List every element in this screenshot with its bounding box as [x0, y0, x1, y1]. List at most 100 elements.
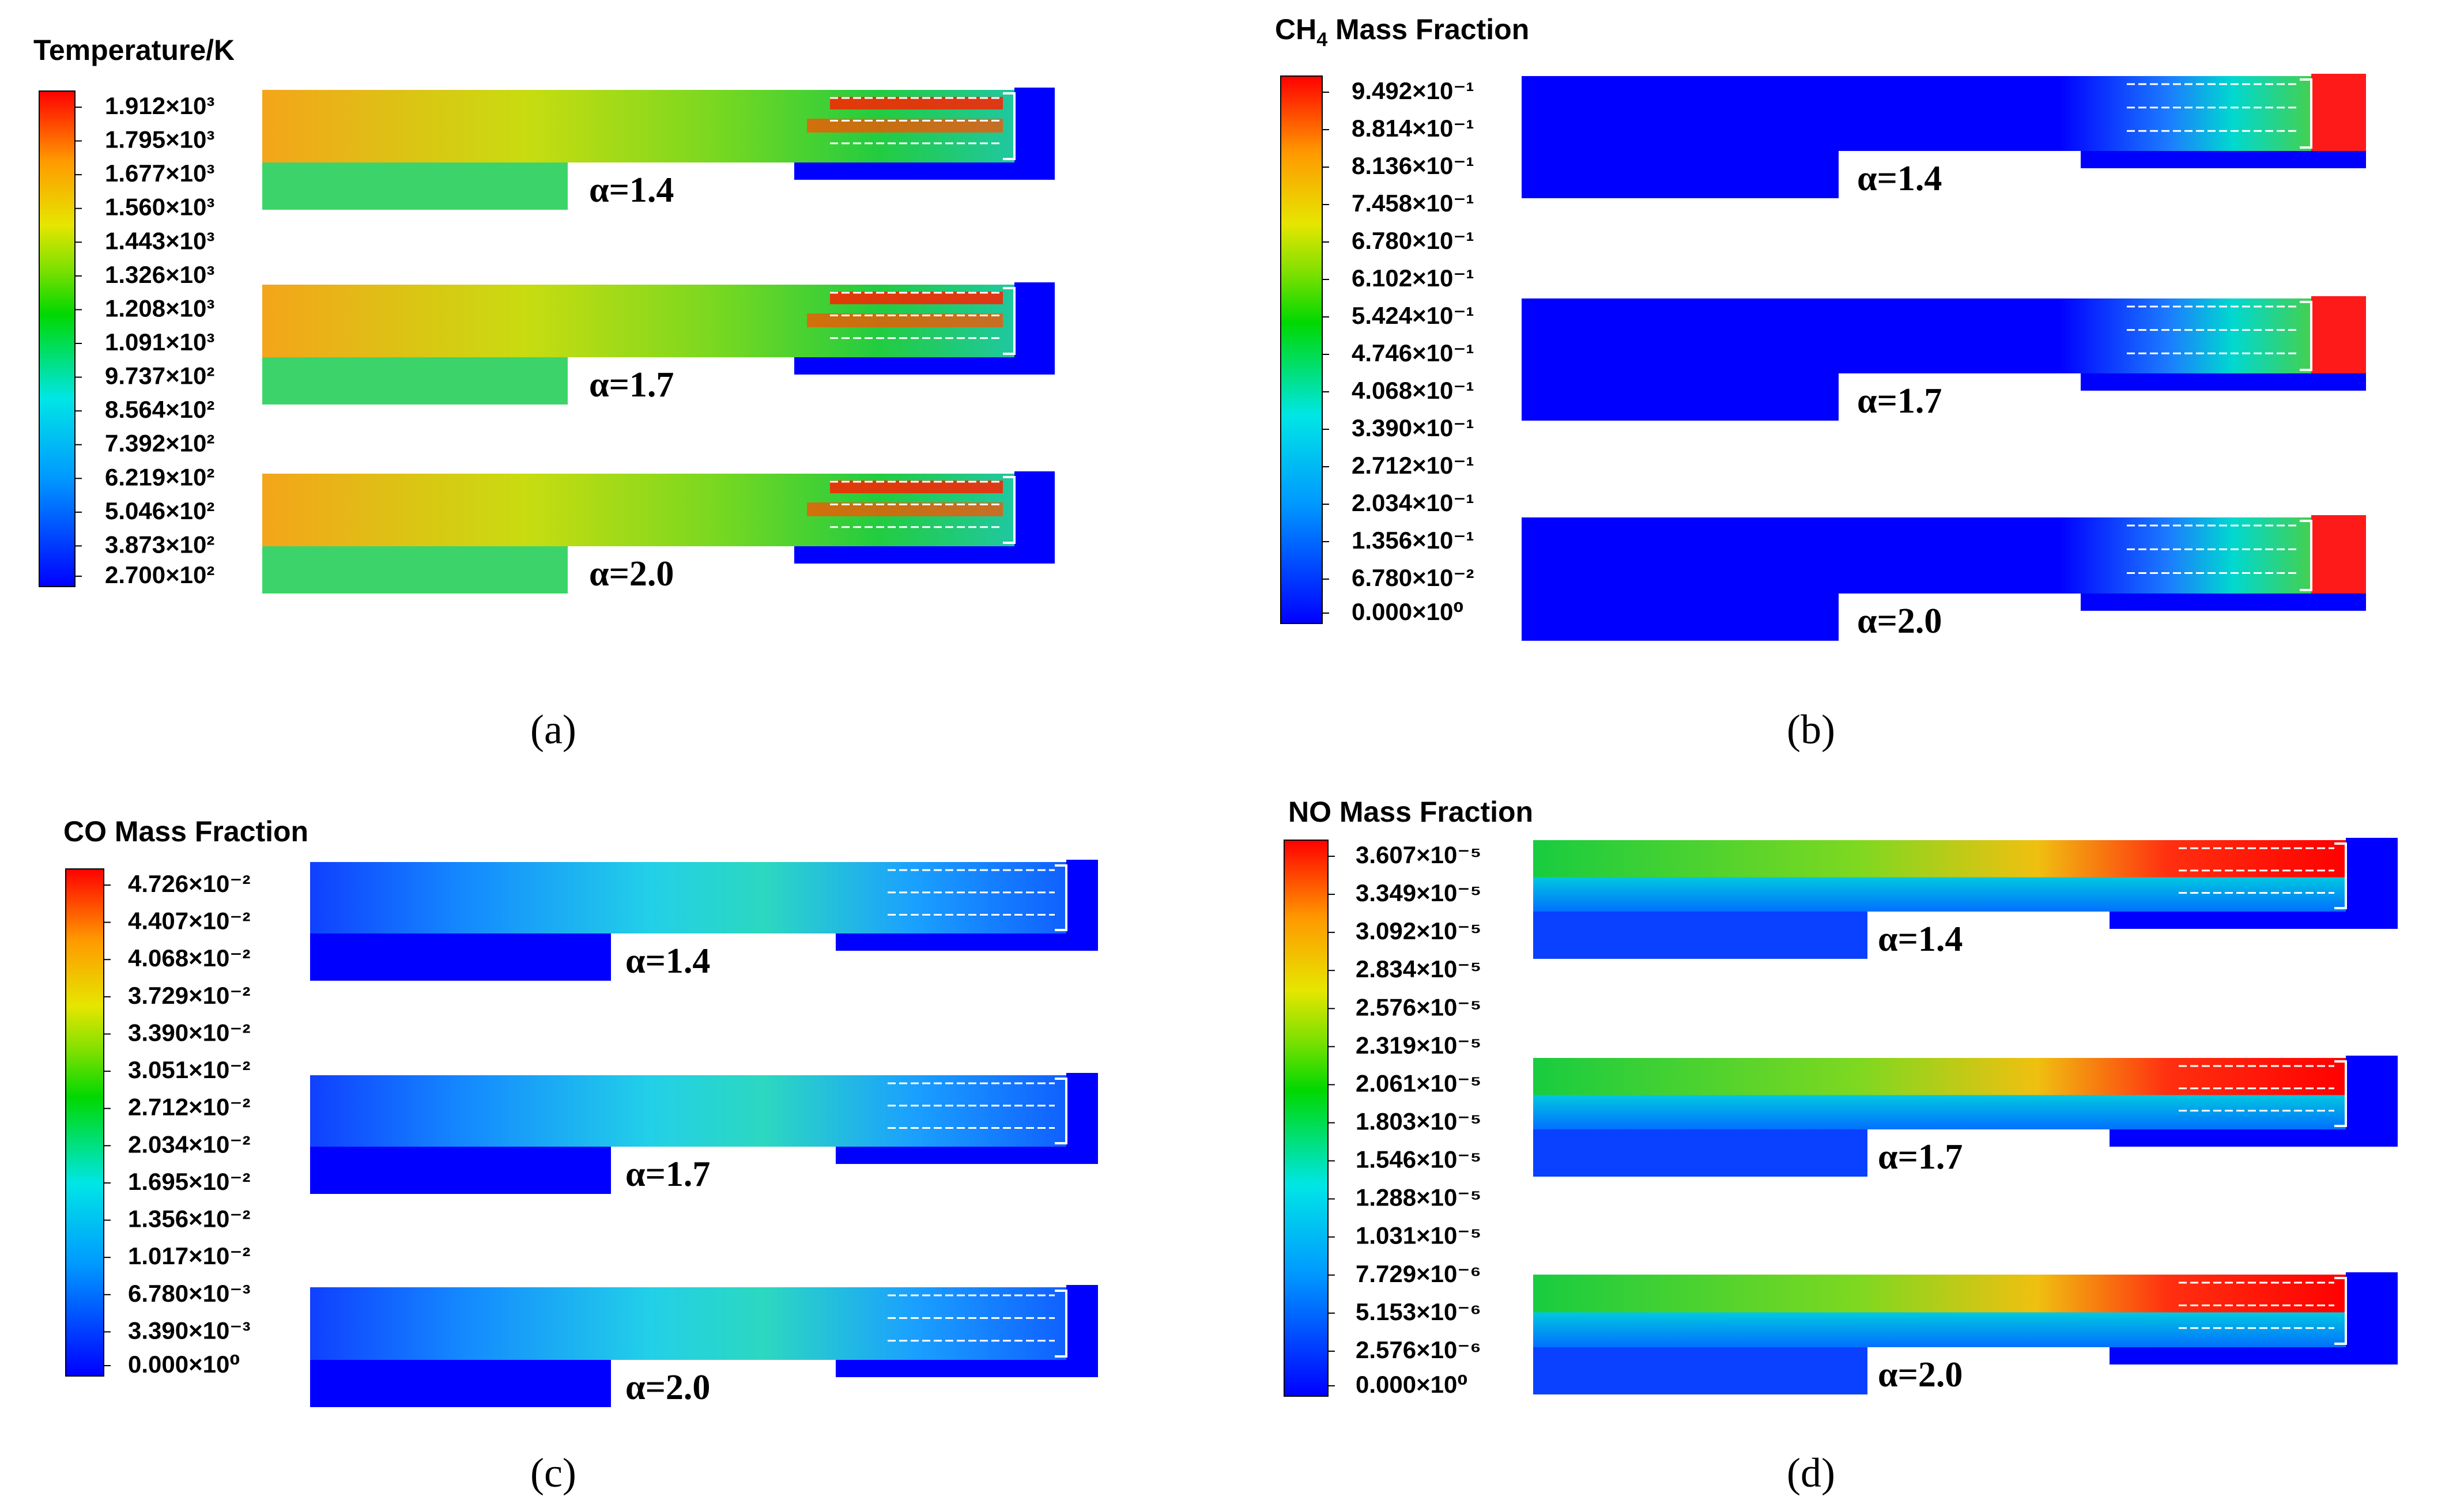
legend-title: NO Mass Fraction [1288, 796, 1533, 828]
case-1-field [310, 860, 1098, 981]
swirler-outline [2334, 842, 2347, 909]
swirler-outline [1003, 287, 1016, 355]
case-2-field [1533, 1056, 2398, 1177]
field-step [2110, 1129, 2398, 1147]
field-step [2081, 594, 2366, 611]
swirler-outline [2300, 520, 2312, 591]
field-head [1014, 282, 1055, 357]
field-lower [262, 546, 568, 594]
field-step [2110, 1347, 2398, 1364]
field-lower [310, 1147, 611, 1194]
colorbar-tick-label: 0.000×10⁰ [1356, 1371, 1468, 1398]
panel-label: (d) [1787, 1450, 1835, 1496]
field-step [794, 546, 1055, 564]
field-head [1066, 1285, 1098, 1360]
colorbar-tick-label: 5.153×10⁻⁶ [1356, 1298, 1481, 1325]
colorbar-tick-label: 2.576×10⁻⁶ [1356, 1336, 1481, 1363]
case-label: α=1.4 [589, 171, 674, 210]
colorbar-tick-label: 1.443×10³ [105, 227, 214, 254]
colorbar-tick-label: 4.726×10⁻² [128, 870, 251, 897]
field-lower [262, 162, 568, 210]
colorbar-tick-label: 1.288×10⁻⁵ [1356, 1184, 1481, 1211]
colorbar-tick-label: 3.390×10⁻¹ [1352, 414, 1474, 441]
case-label: α=1.4 [1857, 159, 1942, 198]
panel-label: (c) [530, 1450, 576, 1496]
case-1-field [1533, 838, 2398, 959]
case-1-field [1522, 74, 2366, 198]
field-head [1066, 1073, 1098, 1147]
colorbar-tick-label: 2.319×10⁻⁵ [1356, 1031, 1481, 1059]
colorbar-tick-label: 2.712×10⁻¹ [1352, 452, 1474, 479]
colorbar-tick-label: 1.546×10⁻⁵ [1356, 1146, 1481, 1173]
case-label: α=2.0 [589, 554, 674, 594]
case-label: α=1.7 [1857, 381, 1942, 421]
colorbar-tick-label: 3.051×10⁻² [128, 1056, 251, 1083]
swirler-outline [1055, 1290, 1067, 1358]
colorbar-tick-label: 1.695×10⁻² [128, 1168, 251, 1195]
colorbar-tick-label: 8.814×10⁻¹ [1352, 115, 1474, 142]
case-1-field [262, 88, 1055, 210]
colorbar-tick-label: 4.068×10⁻² [128, 944, 251, 972]
swirler-outline [2334, 1060, 2347, 1127]
field-head [1014, 88, 1055, 162]
field-step [2110, 912, 2398, 929]
case-label: α=1.4 [1878, 920, 1963, 959]
colorbar [65, 868, 104, 1377]
case-label: α=2.0 [625, 1368, 710, 1407]
colorbar-tick-label: 1.560×10³ [105, 194, 214, 221]
case-label: α=1.7 [589, 365, 674, 405]
field-band [1533, 1095, 2346, 1129]
field-step [836, 1360, 1098, 1377]
case-2-field [1522, 296, 2366, 421]
colorbar-tick-label: 2.700×10² [105, 561, 214, 588]
colorbar-tick-label: 1.356×10⁻¹ [1352, 527, 1474, 554]
field-head [1014, 471, 1055, 546]
colorbar-tick-label: 1.795×10³ [105, 126, 214, 153]
panel-label: (a) [530, 706, 576, 753]
swirler-outline [1055, 864, 1067, 931]
colorbar-tick-label: 0.000×10⁰ [128, 1351, 240, 1378]
colorbar-tick-label: 1.326×10³ [105, 261, 214, 288]
case-label: α=1.7 [625, 1155, 710, 1194]
swirler-outline [2334, 1277, 2347, 1345]
field-head [2346, 1056, 2398, 1129]
colorbar-tick-label: 6.780×10⁻² [1352, 564, 1474, 591]
colorbar-tick-label: 9.737×10² [105, 362, 214, 390]
field-upper [310, 1075, 1066, 1147]
colorbar-tick-label: 3.607×10⁻⁵ [1356, 841, 1481, 868]
flame-streak [830, 97, 1003, 109]
swirler-outline [1003, 476, 1016, 544]
flame-streak [830, 292, 1003, 304]
colorbar-tick-label: 1.017×10⁻² [128, 1242, 251, 1269]
field-head [2311, 74, 2366, 151]
colorbar-tick-label: 1.677×10³ [105, 160, 214, 187]
colorbar-tick-label: 7.392×10² [105, 430, 214, 457]
swirler-outline [2300, 78, 2312, 149]
field-step [836, 933, 1098, 951]
field-band [1533, 877, 2346, 912]
panel-3: CO Mass Fraction 4.726×10⁻² 4.407×10⁻² 4.06… [63, 815, 1098, 1496]
colorbar-tick-label: 2.034×10⁻² [128, 1131, 251, 1158]
swirler-outline [1055, 1078, 1067, 1144]
panel-4: NO Mass Fraction 3.607×10⁻⁵ 3.349×10⁻⁵ 3.09… [1284, 796, 2398, 1496]
colorbar-tick-label: 7.729×10⁻⁶ [1356, 1260, 1481, 1287]
field-head [2311, 515, 2366, 594]
case-label: α=1.4 [625, 942, 710, 981]
colorbar-tick-label: 1.356×10⁻² [128, 1205, 251, 1233]
case-3-field [1522, 515, 2366, 641]
field-step [794, 357, 1055, 375]
swirler-outline [1003, 92, 1016, 160]
field-lower [1522, 373, 1839, 421]
field-head [2346, 1272, 2398, 1347]
colorbar [39, 90, 76, 587]
field-lower [262, 357, 568, 405]
colorbar-tick-label: 6.780×10⁻¹ [1352, 227, 1474, 254]
colorbar-tick-label: 1.091×10³ [105, 328, 214, 356]
legend-title: CH4 Mass Fraction [1275, 13, 1529, 51]
colorbar-tick-label: 2.061×10⁻⁵ [1356, 1069, 1481, 1097]
panel-2: CH4 Mass Fraction 9.492×10⁻¹ 8.814×10⁻¹ 8.1… [1275, 13, 2366, 753]
flame-streak [830, 481, 1003, 493]
colorbar-tick-label: 6.219×10² [105, 463, 214, 490]
colorbar-tick-label: 6.780×10⁻³ [128, 1280, 251, 1307]
colorbar-tick-label: 1.208×10³ [105, 294, 214, 322]
